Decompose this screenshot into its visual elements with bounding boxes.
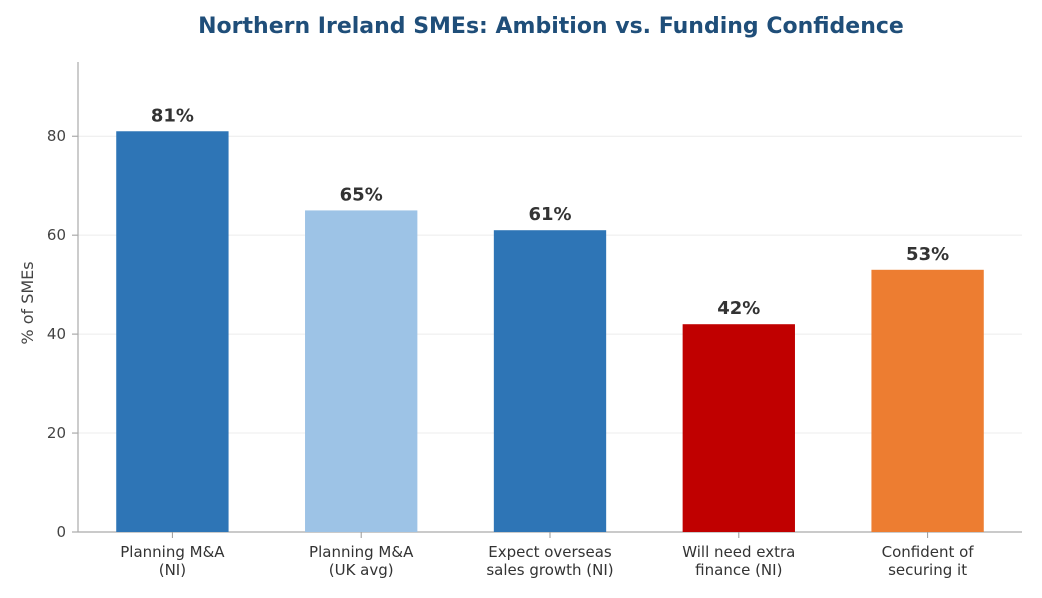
y-tick-label: 40 [47,325,66,343]
y-tick-label: 0 [56,523,66,541]
category-label: Will need extra [682,543,795,561]
data-label: 53% [906,244,949,265]
chart-title: Northern Ireland SMEs: Ambition vs. Fund… [198,14,904,39]
bar [305,210,418,532]
bar [871,269,984,532]
category-label: securing it [888,561,967,579]
category-label: (UK avg) [329,561,394,579]
bar [493,230,607,533]
y-axis-label: % of SMEs [18,261,37,344]
y-tick-label: 60 [47,226,66,244]
bar [116,131,229,532]
y-tick-label: 20 [47,424,66,442]
data-label: 65% [340,184,383,205]
data-label: 42% [717,298,760,319]
category-label: (NI) [159,561,186,579]
category-label: Planning M&A [120,543,225,561]
category-label: Confident of [882,543,975,561]
category-label: sales growth (NI) [486,561,613,579]
category-label: Expect overseas [488,543,612,561]
data-label: 81% [151,105,194,126]
bar [682,324,795,532]
category-label: Planning M&A [309,543,414,561]
data-label: 61% [528,204,571,225]
y-tick-label: 80 [47,127,66,145]
category-label: finance (NI) [695,561,782,579]
